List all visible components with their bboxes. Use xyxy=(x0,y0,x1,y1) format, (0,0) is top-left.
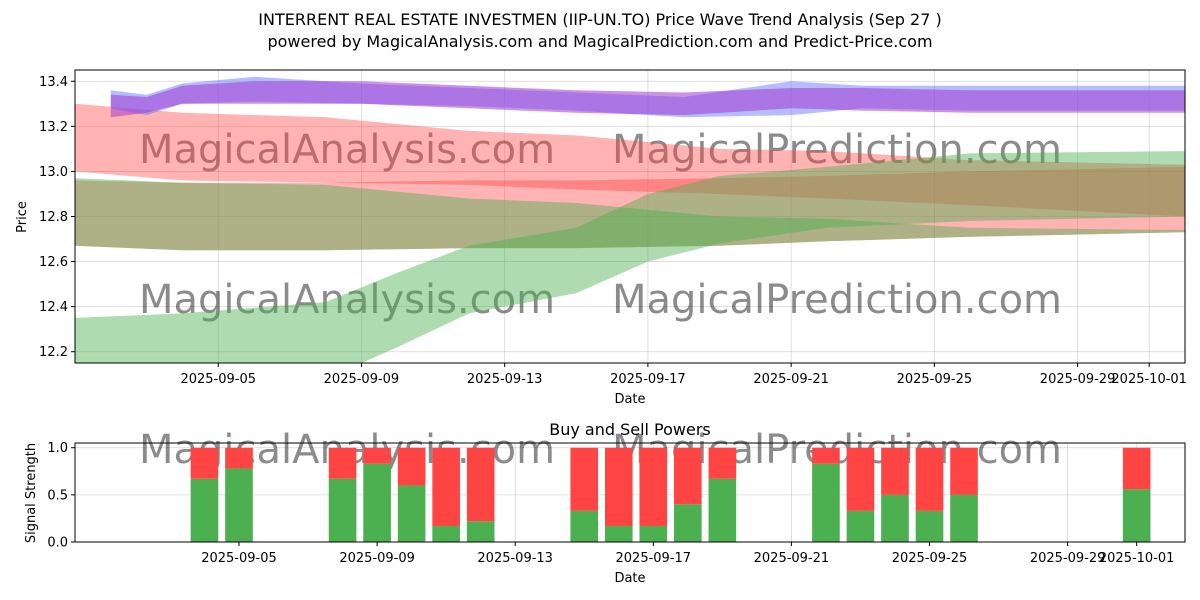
buy-sell-panel: Buy and Sell Powers MagicalAnalysis.com … xyxy=(24,420,1186,586)
price-x-label: Date xyxy=(614,392,645,407)
buy-bar xyxy=(674,504,702,542)
buy-bar xyxy=(225,468,253,542)
price-y-tick-label: 13.4 xyxy=(39,75,68,90)
price-bands xyxy=(75,76,1185,363)
buy-sell-y-label: Signal Strength xyxy=(24,443,39,543)
sell-bar xyxy=(328,447,357,479)
buy-sell-plot-frame xyxy=(74,442,1186,543)
buy-sell-x-tick-label: 2025-09-17 xyxy=(616,551,692,566)
price-y-label: Price xyxy=(15,201,30,233)
buy-sell-y-ticks: 0.0 0.5 1.0 xyxy=(47,441,75,551)
price-x-tick-label: 2025-09-09 xyxy=(324,372,400,387)
sell-bar xyxy=(570,447,599,511)
sell-bar xyxy=(950,447,978,495)
sell-bar xyxy=(604,447,633,526)
watermark-right-top: MagicalPrediction.com xyxy=(612,127,1062,173)
sell-bar xyxy=(363,447,391,464)
price-y-ticks: 12.2 12.4 12.6 12.8 13.0 13.2 13.4 xyxy=(39,75,75,360)
purple-band xyxy=(110,81,1185,118)
buy-sell-title: Buy and Sell Powers xyxy=(549,420,711,439)
price-x-tick-label: 2025-09-29 xyxy=(1040,372,1116,387)
chart-subtitle: powered by MagicalAnalysis.com and Magic… xyxy=(267,32,932,51)
watermark-left-top: MagicalAnalysis.com xyxy=(139,127,555,173)
sell-bar xyxy=(1122,447,1151,490)
green-upper-band xyxy=(75,178,1185,251)
sell-bar xyxy=(846,447,875,511)
sell-bar xyxy=(881,447,909,495)
price-x-tick-label: 2025-10-01 xyxy=(1111,372,1187,387)
sell-bar xyxy=(708,447,737,479)
buy-bar xyxy=(604,525,633,542)
watermark-left-mid: MagicalAnalysis.com xyxy=(139,277,555,323)
sell-bar xyxy=(639,447,668,526)
buy-sell-x-label: Date xyxy=(614,571,645,586)
buy-sell-x-tick-label: 2025-09-05 xyxy=(201,551,277,566)
buy-bar xyxy=(846,510,875,542)
sell-bar xyxy=(432,447,460,526)
price-y-tick-label: 12.8 xyxy=(39,210,68,225)
buy-sell-x-tick-label: 2025-09-21 xyxy=(754,551,830,566)
sell-bar xyxy=(190,447,219,479)
buy-sell-x-tick-label: 2025-09-09 xyxy=(339,551,415,566)
buy-bar xyxy=(708,478,737,542)
buy-sell-x-tick-label: 2025-09-29 xyxy=(1030,551,1106,566)
buy-sell-y-tick-label: 0.0 xyxy=(47,536,68,551)
price-grid xyxy=(75,70,1185,363)
sell-bar xyxy=(674,447,702,505)
sell-bar xyxy=(812,447,840,464)
price-wave-panel: MagicalAnalysis.com MagicalPrediction.co… xyxy=(15,69,1187,407)
watermark-right-mid: MagicalPrediction.com xyxy=(612,277,1062,323)
green-lower-band xyxy=(75,151,1185,363)
buy-sell-x-tick-label: 2025-10-01 xyxy=(1099,551,1175,566)
buy-bar xyxy=(639,525,668,542)
buy-sell-bars xyxy=(190,447,1151,542)
buy-bar xyxy=(466,521,495,542)
sell-bar xyxy=(915,447,944,511)
sell-bar xyxy=(225,447,253,469)
price-y-tick-label: 13.2 xyxy=(39,120,68,135)
buy-bar xyxy=(881,494,909,542)
price-y-tick-label: 13.0 xyxy=(39,165,68,180)
price-watermarks: MagicalAnalysis.com MagicalPrediction.co… xyxy=(139,127,1062,323)
price-y-tick-label: 12.2 xyxy=(39,345,68,360)
sell-bar xyxy=(397,447,426,486)
buy-bar xyxy=(1122,489,1151,542)
buy-sell-y-tick-label: 0.5 xyxy=(47,488,68,503)
buy-bar xyxy=(570,510,599,542)
price-x-tick-label: 2025-09-17 xyxy=(610,372,686,387)
price-x-tick-label: 2025-09-05 xyxy=(180,372,256,387)
buy-sell-x-tick-label: 2025-09-25 xyxy=(892,551,968,566)
buy-bar xyxy=(363,463,391,542)
buy-sell-x-tick-label: 2025-09-13 xyxy=(477,551,553,566)
buy-bar xyxy=(397,485,426,542)
price-x-tick-label: 2025-09-21 xyxy=(753,372,829,387)
buy-bar xyxy=(190,478,219,542)
price-y-tick-label: 12.6 xyxy=(39,255,68,270)
price-y-tick-label: 12.4 xyxy=(39,300,68,315)
buy-bar xyxy=(915,510,944,542)
red-upper-band xyxy=(75,103,1185,217)
buy-bar xyxy=(328,478,357,542)
chart-title: INTERRENT REAL ESTATE INVESTMEN (IIP-UN.… xyxy=(258,10,941,29)
buy-sell-y-tick-label: 1.0 xyxy=(47,441,68,456)
sell-bar xyxy=(466,447,495,522)
buy-bar xyxy=(950,494,978,542)
price-x-tick-label: 2025-09-25 xyxy=(897,372,973,387)
buy-sell-x-ticks: 2025-09-05 2025-09-09 2025-09-13 2025-09-17… xyxy=(201,542,1174,566)
buy-bar xyxy=(812,463,840,542)
price-x-ticks: 2025-09-05 2025-09-09 2025-09-13 2025-09-17… xyxy=(180,363,1187,387)
price-x-tick-label: 2025-09-13 xyxy=(467,372,543,387)
buy-bar xyxy=(432,525,460,542)
red-lower-band xyxy=(75,166,1185,251)
